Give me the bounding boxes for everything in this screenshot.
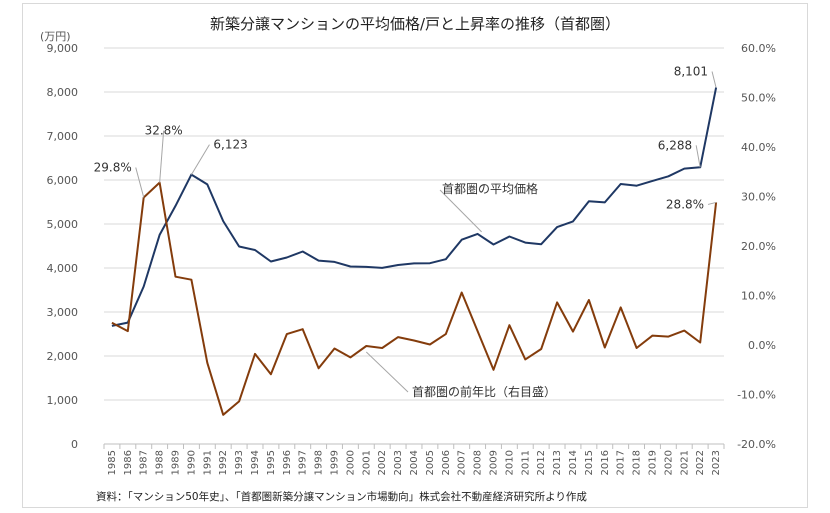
x-tick-label: 1998: [314, 450, 325, 475]
x-tick-label: 2011: [520, 450, 531, 475]
y-right-tick-label: -20.0%: [737, 438, 776, 451]
x-tick-label: 2015: [584, 450, 595, 475]
x-tick-label: 1991: [202, 450, 213, 475]
x-tick-label: 2003: [393, 450, 404, 475]
x-tick-label: 2012: [536, 450, 547, 475]
annotations: 29.8% 32.8% 6,123 6,288 8,101 28.8%: [94, 65, 717, 211]
annotation-leader: [135, 167, 145, 198]
series-label-leader: [439, 189, 482, 233]
y-right-tick-label: 10.0%: [741, 290, 776, 303]
x-tick-label: 2008: [473, 450, 484, 475]
x-tick-label: 1995: [266, 450, 277, 475]
x-tick-label: 1994: [250, 450, 261, 475]
series-lines: [111, 87, 718, 416]
x-tick-label: 1987: [139, 450, 150, 475]
x-tick-label: 1990: [186, 450, 197, 475]
annotation-leader: [707, 201, 717, 205]
x-tick-label: 2001: [361, 450, 372, 475]
x-tick-label: 2002: [377, 450, 388, 475]
x-tick-label: 2020: [663, 450, 674, 475]
x-tick-label: 2022: [695, 450, 706, 475]
y-axis-right: -20.0% -10.0% 0.0% 10.0% 20.0% 30.0% 40.0% 50.0…: [737, 42, 776, 451]
gridlines: [104, 47, 724, 445]
x-tick-label: 2023: [711, 450, 722, 475]
x-tick-label: 2019: [647, 450, 658, 475]
x-tick-label: 2016: [600, 450, 611, 475]
y-right-tick-label: 50.0%: [741, 92, 776, 105]
x-axis: 1985 1986 1987 1988 1989 1990 1991 1992 1993 1994…: [103, 443, 725, 475]
yoy-change-line: [111, 181, 718, 416]
x-tick-label: 2005: [425, 450, 436, 475]
x-tick-label: 1999: [330, 450, 341, 475]
value-annotation: 28.8%: [666, 197, 704, 211]
average-price-line: [111, 87, 718, 327]
y-left-tick-label: 8,000: [47, 86, 79, 99]
x-tick-label: 2004: [409, 450, 420, 475]
y-axis-left: 0 1,000 2,000 3,000 4,000 5,000 6,000 7,000 8,00…: [47, 42, 79, 451]
y-right-tick-label: 30.0%: [741, 191, 776, 204]
series-label-leader: [365, 351, 409, 393]
y-right-tick-label: 60.0%: [741, 42, 776, 55]
y-left-tick-label: 6,000: [47, 174, 79, 187]
x-tick-label: 1988: [155, 450, 166, 475]
x-tick-label: 2021: [679, 450, 690, 475]
x-tick-label: 1986: [123, 450, 134, 475]
x-tick-label: 1989: [171, 450, 182, 475]
y-left-tick-label: 1,000: [47, 394, 79, 407]
x-tick-label: 1997: [298, 450, 309, 475]
y-left-tick-label: 7,000: [47, 130, 79, 143]
series-label-average-price: 首都圏の平均価格: [442, 181, 538, 196]
x-tick-label: 2018: [632, 450, 643, 475]
x-tick-label: 2009: [488, 450, 499, 475]
value-annotation: 32.8%: [145, 124, 183, 138]
annotation-leader: [159, 130, 165, 183]
x-tick-label: 1985: [107, 450, 118, 475]
annotation-leader: [191, 144, 210, 175]
value-annotation: 29.8%: [94, 160, 132, 174]
x-tick-label: 1993: [234, 450, 245, 475]
series-label-yoy: 首都圏の前年比（右目盛）: [412, 384, 556, 399]
x-tick-label: 2007: [457, 450, 468, 475]
x-tick-label: 1996: [282, 450, 293, 475]
x-tick-label: 2010: [504, 450, 515, 475]
annotation-leader: [695, 145, 701, 168]
y-left-tick-label: 2,000: [47, 350, 79, 363]
y-axis-unit-label: (万円): [40, 30, 71, 43]
source-note: 資料：「マンション50年史」、「首都圏新築分譲マンション市場動向」株式会社不動産…: [96, 490, 587, 503]
y-left-tick-label: 0: [71, 438, 78, 451]
value-annotation: 8,101: [674, 65, 708, 79]
y-right-tick-label: -10.0%: [737, 389, 776, 402]
y-left-tick-label: 4,000: [47, 262, 79, 275]
x-tick-label: 2006: [441, 450, 452, 475]
x-tick-label: 1992: [218, 450, 229, 475]
value-annotation: 6,288: [658, 138, 692, 152]
x-tick-label: 2014: [568, 450, 579, 475]
value-annotation: 6,123: [213, 138, 247, 152]
y-left-tick-label: 9,000: [47, 42, 79, 55]
y-right-tick-label: 40.0%: [741, 141, 776, 154]
y-left-tick-label: 5,000: [47, 218, 79, 231]
chart-title: 新築分譲マンションの平均価格/戸と上昇率の推移（首都圏）: [210, 15, 620, 33]
y-left-tick-label: 3,000: [47, 306, 79, 319]
x-tick-label: 2000: [345, 450, 356, 475]
y-right-tick-label: 0.0%: [748, 339, 776, 352]
x-tick-label: 2017: [616, 450, 627, 475]
annotation-leader: [711, 71, 717, 88]
x-tick-label: 2013: [552, 450, 563, 475]
y-right-tick-label: 20.0%: [741, 240, 776, 253]
